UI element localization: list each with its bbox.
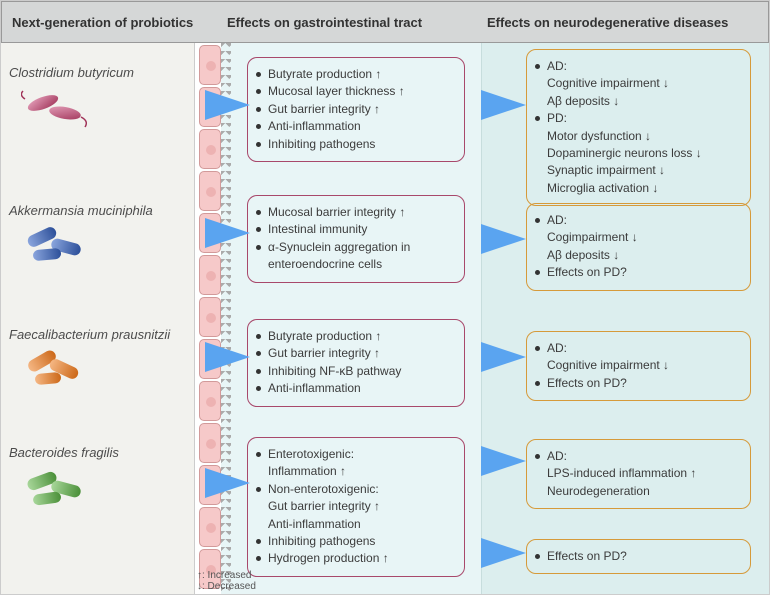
nd-box-1: AD: Cognitive impairment ↓ Aβ deposits ↓… <box>526 49 751 206</box>
body: Clostridium butyricum Akkermansia mucini… <box>1 43 769 594</box>
nd-item: AD: Cognitive impairment ↓ <box>533 340 740 375</box>
nd-item: Effects on PD? <box>533 548 740 565</box>
gi-box-2: Mucosal barrier integrity ↑ Intestinal i… <box>247 195 465 283</box>
gi-item: Gut barrier integrity ↑ <box>254 101 454 118</box>
organism-1-label: Clostridium butyricum <box>9 65 134 80</box>
nd-box-3: AD: Cognitive impairment ↓ Effects on PD… <box>526 331 751 401</box>
bacteria-2-icon <box>21 225 91 267</box>
gi-item: Enterotoxigenic: Inflammation ↑ <box>254 446 454 481</box>
gi-item: Gut barrier integrity ↑ <box>254 345 454 362</box>
legend-up: ↑: Increased <box>197 570 256 581</box>
gi-item: Anti-inflammation <box>254 118 454 135</box>
organism-3-label: Faecalibacterium prausnitzii <box>9 327 170 342</box>
bacteria-1-icon <box>21 87 91 129</box>
bacteria-4-icon <box>21 467 91 509</box>
header-row: Next-generation of probiotics Effects on… <box>1 1 769 43</box>
nd-item: PD: Motor dysfunction ↓ Dopaminergic neu… <box>533 110 740 197</box>
column-nd-effects: AD: Cognitive impairment ↓ Aβ deposits ↓… <box>481 43 769 594</box>
figure: Next-generation of probiotics Effects on… <box>0 0 770 595</box>
gi-item: Mucosal layer thickness ↑ <box>254 83 454 100</box>
organism-2-label: Akkermansia muciniphila <box>9 203 153 218</box>
column-probiotics: Clostridium butyricum Akkermansia mucini… <box>1 43 195 594</box>
gi-item: Inhibiting pathogens <box>254 533 454 550</box>
bacteria-3-icon <box>21 349 91 391</box>
nd-box-4a: AD: LPS-induced inflammation ↑ Neurodege… <box>526 439 751 509</box>
nd-item: Effects on PD? <box>533 264 740 281</box>
header-col2: Effects on gastrointestinal tract <box>207 15 472 30</box>
gi-item: α-Synuclein aggregation in enteroendocri… <box>254 239 454 274</box>
gi-item: Anti-inflammation <box>254 380 454 397</box>
legend-down: ↓: Decreased <box>197 581 256 592</box>
gi-box-3: Butyrate production ↑ Gut barrier integr… <box>247 319 465 407</box>
gi-item: Inhibiting NF-κB pathway <box>254 363 454 380</box>
gi-item: Intestinal immunity <box>254 221 454 238</box>
header-col3: Effects on neurodegenerative diseases <box>472 15 768 30</box>
column-gi-effects: Butyrate production ↑ Mucosal layer thic… <box>231 43 481 594</box>
nd-item: AD: Cogimpairment ↓ Aβ deposits ↓ <box>533 212 740 264</box>
nd-box-2: AD: Cogimpairment ↓ Aβ deposits ↓ Effect… <box>526 203 751 291</box>
gi-item: Non-enterotoxigenic: Gut barrier integri… <box>254 481 454 533</box>
nd-item: AD: Cognitive impairment ↓ Aβ deposits ↓ <box>533 58 740 110</box>
header-col1: Next-generation of probiotics <box>2 15 207 30</box>
gi-item: Butyrate production ↑ <box>254 66 454 83</box>
nd-box-4b: Effects on PD? <box>526 539 751 574</box>
gi-item: Hydrogen production ↑ <box>254 550 454 567</box>
gi-box-4: Enterotoxigenic: Inflammation ↑ Non-ente… <box>247 437 465 577</box>
gi-box-1: Butyrate production ↑ Mucosal layer thic… <box>247 57 465 162</box>
gi-item: Mucosal barrier integrity ↑ <box>254 204 454 221</box>
nd-item: Effects on PD? <box>533 375 740 392</box>
gut-barrier <box>195 43 231 594</box>
organism-4-label: Bacteroides fragilis <box>9 445 119 460</box>
legend: ↑: Increased ↓: Decreased <box>197 570 256 592</box>
nd-item: AD: LPS-induced inflammation ↑ Neurodege… <box>533 448 740 500</box>
gi-item: Inhibiting pathogens <box>254 136 454 153</box>
gi-item: Butyrate production ↑ <box>254 328 454 345</box>
